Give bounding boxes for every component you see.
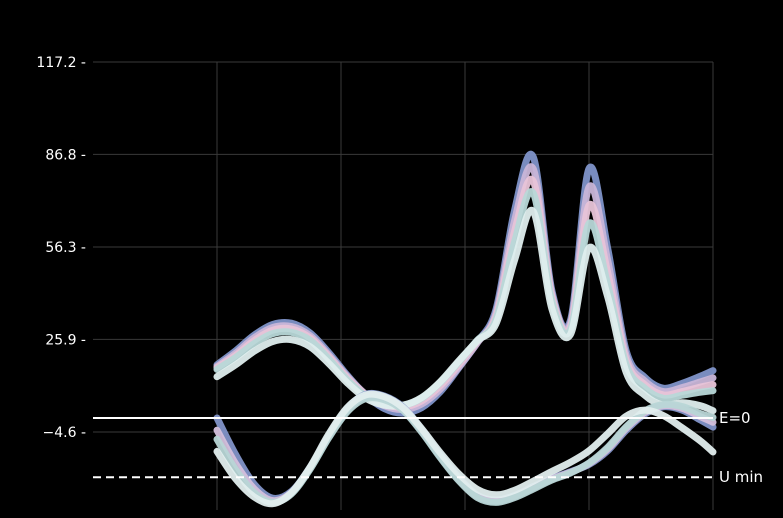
y-tick-label: 117.2 - (36, 55, 86, 71)
reference-lines: E=0 U min (93, 409, 763, 486)
series-line (213, 206, 717, 415)
y-tick-label: −4.6 - (43, 425, 87, 441)
y-tick-label: 25.9 - (45, 332, 86, 348)
series-line (213, 390, 717, 508)
zero-energy-label: E=0 (719, 409, 751, 427)
y-tick-label: 86.8 - (45, 147, 86, 163)
u-min-label: U min (719, 468, 763, 486)
y-axis: 117.2 - 86.8 - 56.3 - 25.9 - −4.6 - (36, 55, 86, 441)
y-tick-label: 56.3 - (45, 240, 86, 256)
